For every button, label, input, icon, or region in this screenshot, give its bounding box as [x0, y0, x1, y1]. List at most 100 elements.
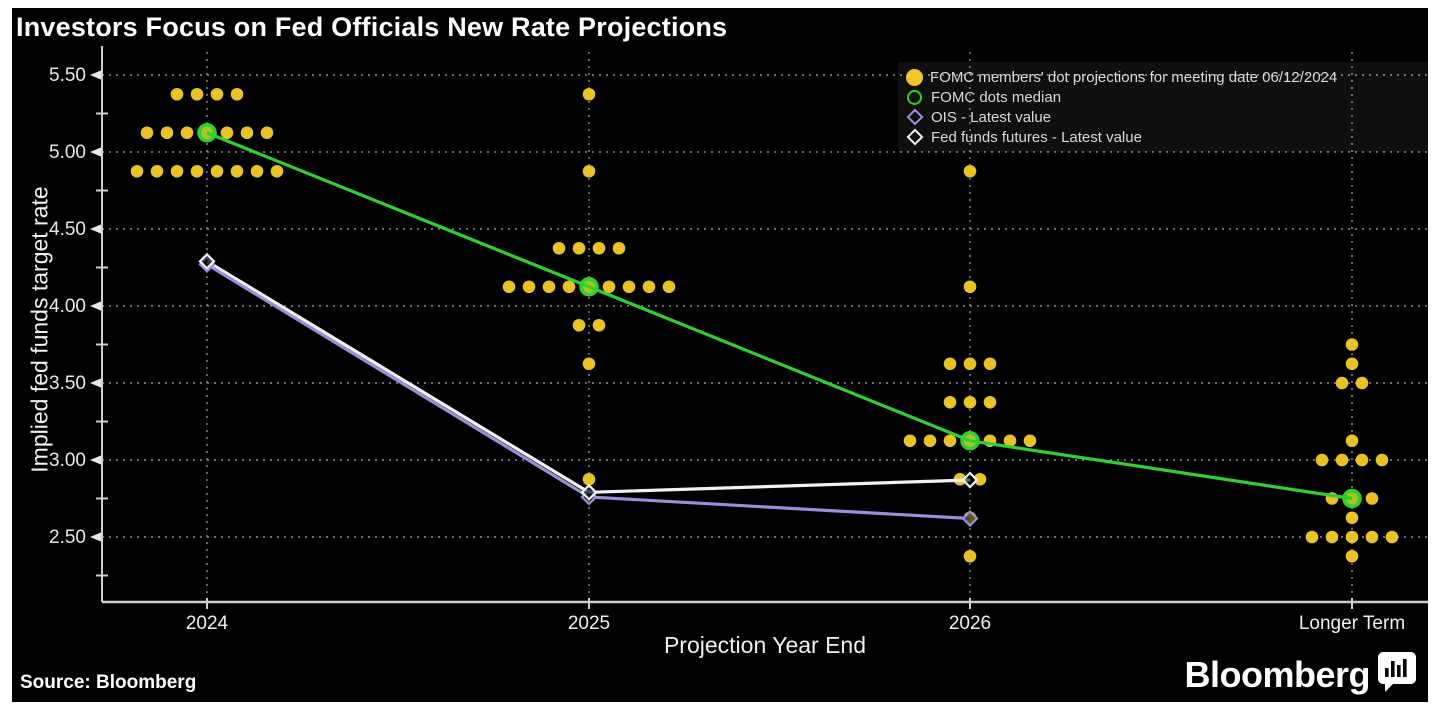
green-open-circle-icon: [907, 89, 922, 105]
chart-legend: FOMC members' dot projections for meetin…: [898, 62, 1428, 152]
diamond-marker-icon: [580, 483, 598, 501]
x-tick-label: 2025: [568, 613, 610, 634]
purple-diamond-icon: [906, 108, 924, 126]
y-tick-arrow-icon: [90, 455, 102, 465]
y-tick-label: 4.00: [49, 296, 86, 317]
fomc-dot: [552, 241, 566, 255]
fomc-dot: [150, 164, 164, 178]
legend-item-median: FOMC dots median: [906, 87, 1420, 107]
median-marker-icon: [960, 431, 980, 451]
legend-item-futures: Fed funds futures - Latest value: [906, 127, 1420, 147]
fomc-dot: [943, 434, 957, 448]
fomc-dot: [1375, 453, 1389, 467]
fomc-dot: [923, 434, 937, 448]
fomc-dot: [1335, 453, 1349, 467]
bloomberg-wordmark: Bloomberg: [1184, 654, 1370, 695]
fomc-dot: [190, 87, 204, 101]
fomc-dot: [230, 87, 244, 101]
fomc-dot: [963, 357, 977, 371]
fomc-dot: [1345, 511, 1359, 525]
y-tick-arrow-icon: [90, 301, 102, 311]
fomc-dot: [1385, 530, 1399, 544]
fomc-dot: [642, 280, 656, 294]
y-tick-arrow-icon: [90, 532, 102, 542]
fomc-dot: [170, 87, 184, 101]
y-tick-label: 5.00: [49, 142, 86, 163]
legend-item-ois: OIS - Latest value: [906, 107, 1420, 127]
fomc-dot: [963, 395, 977, 409]
fomc-dot: [1003, 434, 1017, 448]
fomc-dot: [592, 241, 606, 255]
fomc-dot: [983, 357, 997, 371]
fomc-dot: [1305, 530, 1319, 544]
fomc-dot: [250, 164, 264, 178]
fomc-dot: [1355, 376, 1369, 390]
fomc-dot: [662, 280, 676, 294]
fomc-dot: [1335, 376, 1349, 390]
fomc-dot: [1023, 434, 1037, 448]
legend-item-fomc-dots: FOMC members' dot projections for meetin…: [906, 67, 1420, 87]
fomc-dot: [1345, 357, 1359, 371]
median-marker-icon: [579, 277, 599, 297]
bloomberg-chart-icon: [1378, 652, 1416, 692]
chart-title: Investors Focus on Fed Officials New Rat…: [16, 12, 728, 42]
fomc-dot: [160, 126, 174, 140]
fomc-dot: [1365, 530, 1379, 544]
x-tick-label: Longer Term: [1299, 613, 1405, 634]
median-marker-icon: [1342, 488, 1362, 509]
fomc-dot: [602, 280, 616, 294]
diamond-marker-icon: [198, 252, 216, 270]
fomc-dot: [582, 472, 596, 486]
fomc-dot: [622, 280, 636, 294]
y-tick-arrow-icon: [90, 224, 102, 234]
fomc-dot: [240, 126, 254, 140]
fomc-dot: [180, 126, 194, 140]
y-tick-label: 3.50: [49, 373, 86, 394]
fomc-dot: [572, 318, 586, 332]
fomc-dot: [210, 87, 224, 101]
fomc-dot: [963, 549, 977, 563]
diamond-marker-icon: [961, 509, 979, 528]
legend-label: FOMC dots median: [931, 88, 1062, 106]
fomc-dot: [943, 357, 957, 371]
x-tick-label: 2026: [949, 613, 991, 634]
fomc-dot: [190, 164, 204, 178]
legend-label: OIS - Latest value: [931, 108, 1052, 126]
fomc-dot: [230, 164, 244, 178]
series-line: [206, 131, 1353, 501]
fomc-dot: [582, 357, 596, 371]
y-tick-label: 4.50: [49, 219, 86, 240]
diamond-marker-icon: [961, 471, 979, 489]
y-tick-label: 2.50: [49, 527, 86, 548]
fomc-dot: [502, 280, 516, 294]
fomc-dot: [943, 395, 957, 409]
fomc-dot: [1345, 434, 1359, 448]
fomc-dot: [963, 164, 977, 178]
y-tick-label: 3.00: [49, 450, 86, 471]
fomc-dot: [612, 241, 626, 255]
fomc-dot: [983, 395, 997, 409]
fomc-dot: [973, 472, 987, 486]
fomc-dot: [1345, 549, 1359, 563]
fomc-dot: [1365, 492, 1379, 505]
x-axis-label: Projection Year End: [663, 632, 867, 658]
white-diamond-icon: [906, 128, 924, 146]
fomc-dot: [562, 280, 576, 294]
fomc-dot: [1345, 338, 1359, 351]
yellow-dot-icon: [906, 68, 923, 86]
fomc-dot: [220, 126, 234, 140]
y-tick-arrow-icon: [90, 378, 102, 388]
y-tick-label: 5.50: [49, 65, 86, 86]
fomc-dot: [1345, 530, 1359, 544]
legend-label: FOMC members' dot projections for meetin…: [930, 68, 1338, 86]
chart-card: Investors Focus on Fed Officials New Rat…: [12, 8, 1428, 702]
y-tick-arrow-icon: [90, 147, 102, 157]
fomc-dot: [260, 126, 274, 140]
fomc-dot: [582, 164, 596, 178]
fomc-dot: [1325, 530, 1339, 544]
fomc-dot: [592, 318, 606, 332]
fomc-dot: [140, 126, 154, 140]
y-tick-arrow-icon: [90, 70, 102, 80]
fomc-dot: [170, 164, 184, 178]
fomc-dot: [270, 164, 284, 178]
